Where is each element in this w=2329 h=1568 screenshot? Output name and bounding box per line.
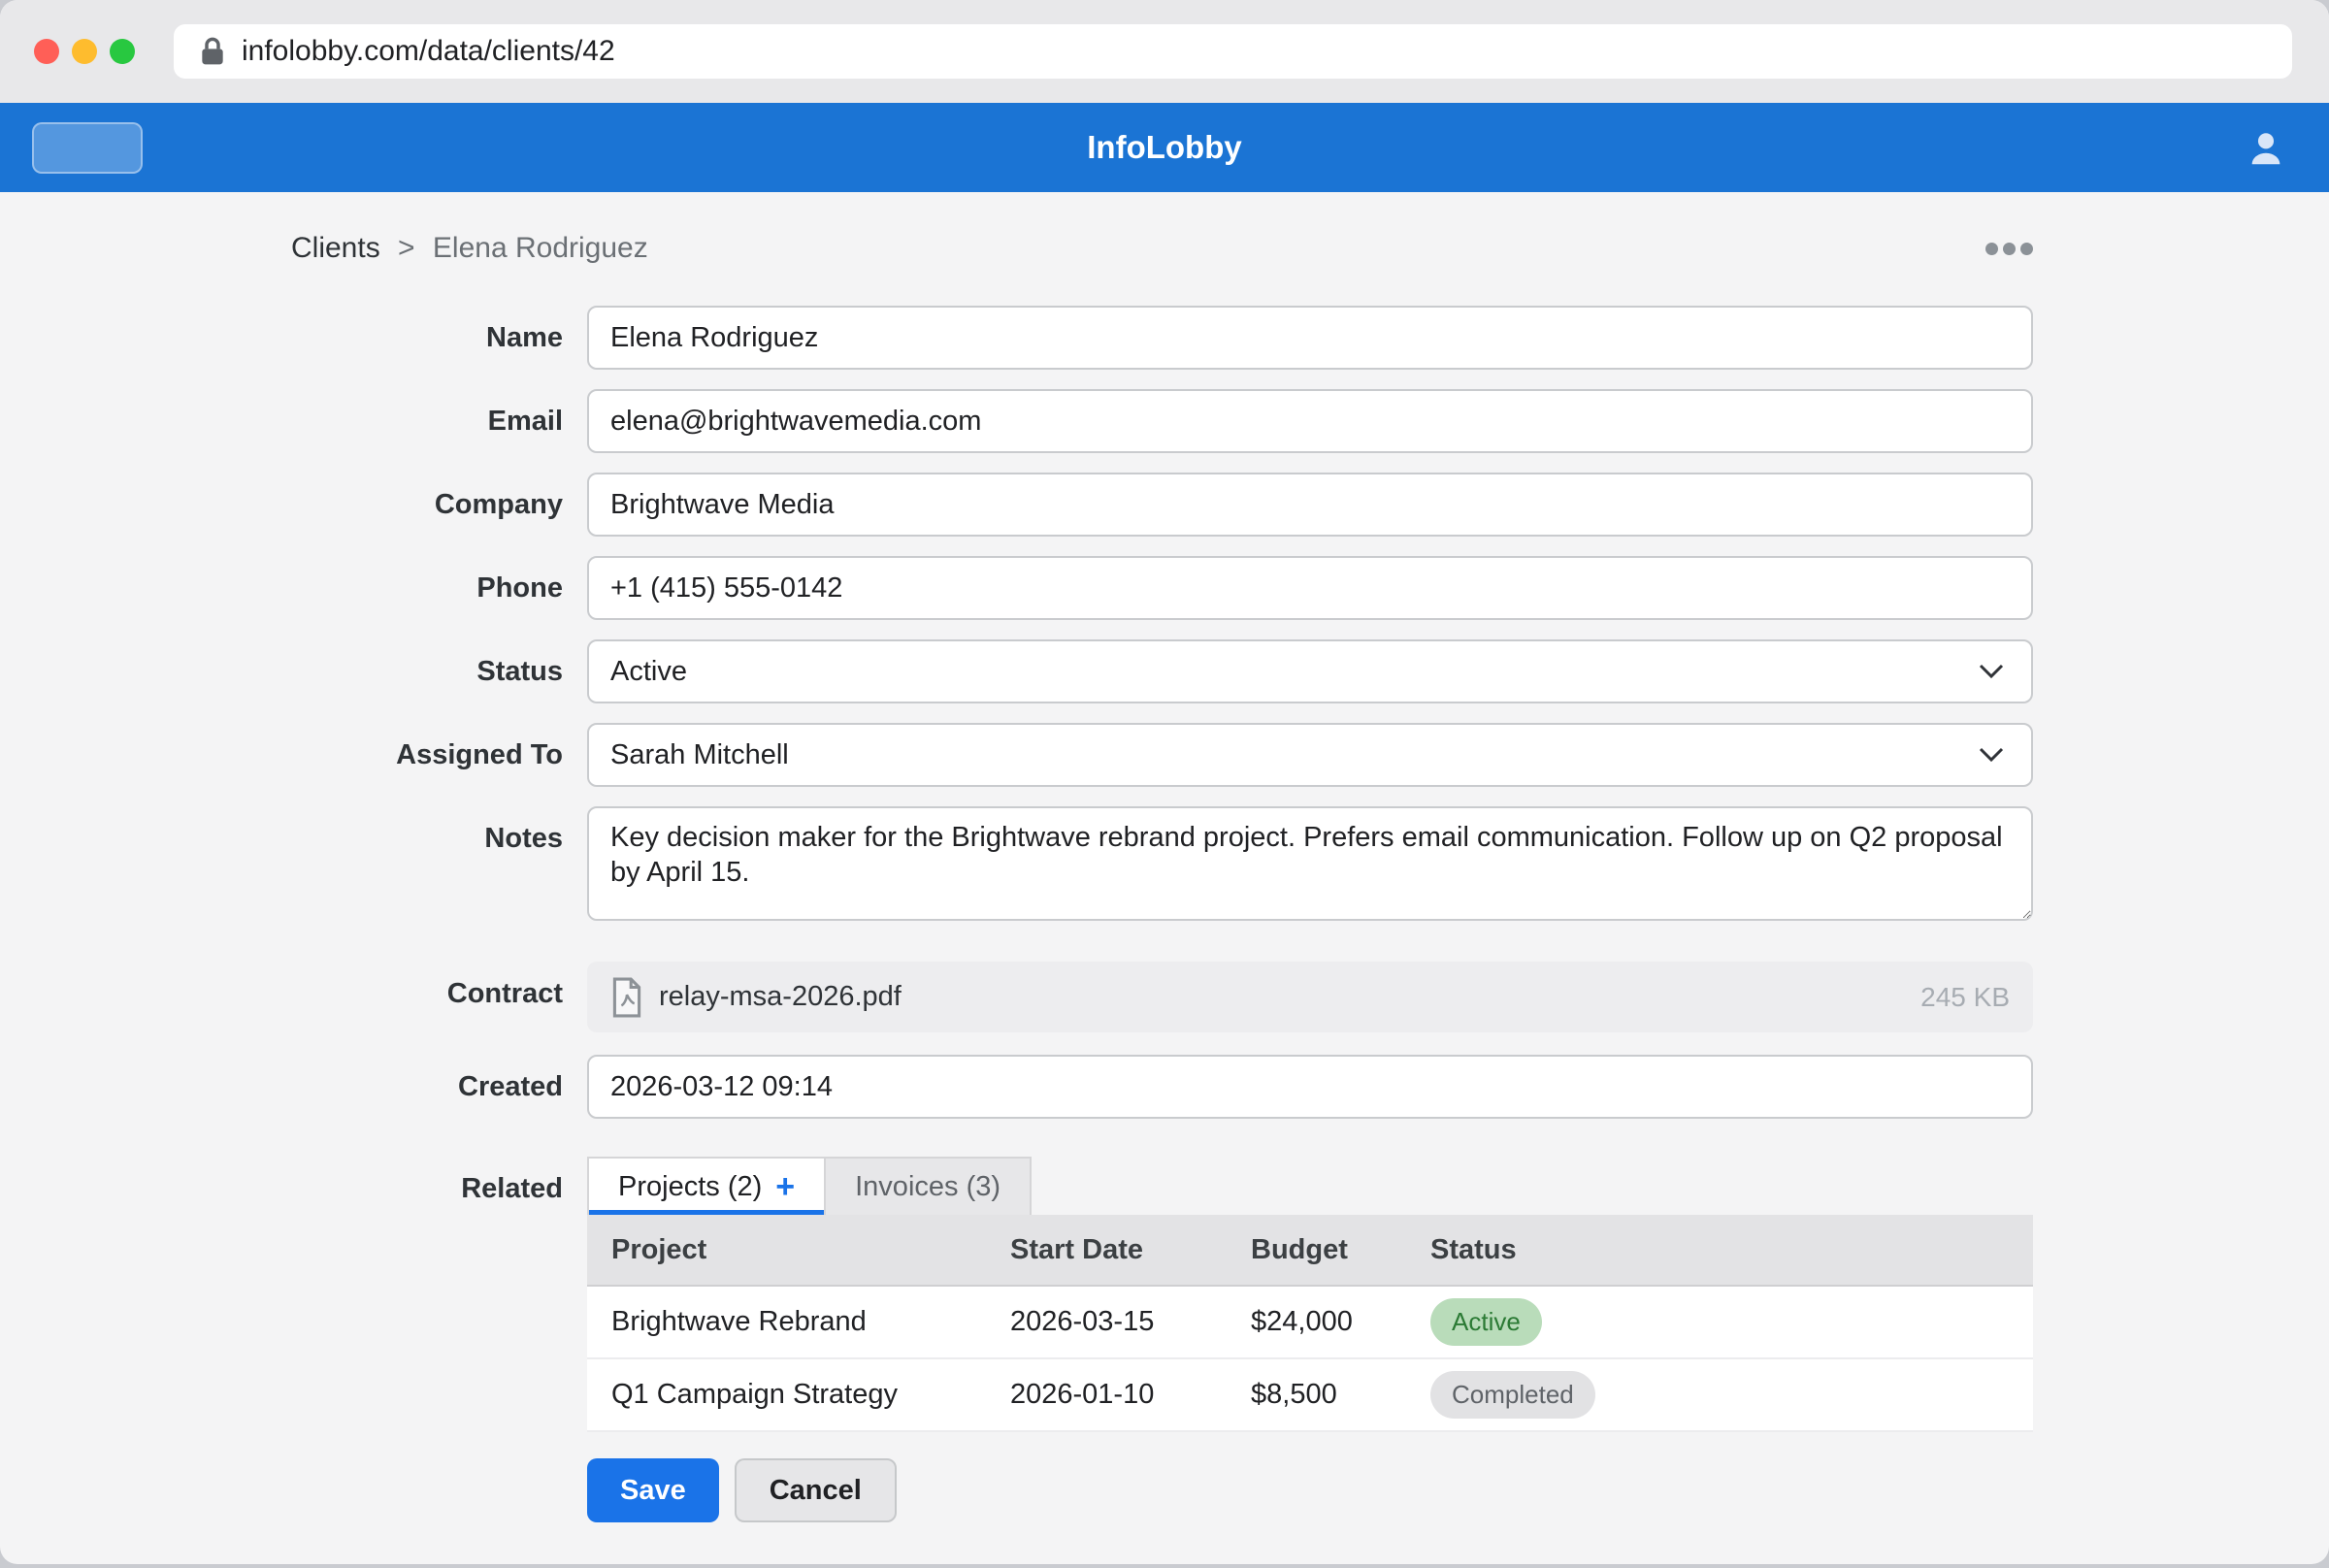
table-header-row: Project Start Date Budget Status [587,1215,2033,1287]
status-badge: Completed [1430,1371,1595,1419]
field-row-created: Created [291,1055,2033,1119]
company-field[interactable] [587,473,2033,537]
address-bar[interactable]: infolobby.com/data/clients/42 [174,24,2292,79]
email-field[interactable] [587,389,2033,453]
assigned-to-label: Assigned To [396,739,563,770]
zoom-window-button[interactable] [110,39,135,64]
add-project-button[interactable]: + [775,1167,796,1205]
nav-menu-button[interactable] [32,122,143,174]
phone-field[interactable] [587,556,2033,620]
url-text: infolobby.com/data/clients/42 [242,35,615,67]
field-row-status: Status Active [291,639,2033,703]
budget-cell: $8,500 [1250,1358,1429,1432]
created-field[interactable] [587,1055,2033,1119]
company-label: Company [434,489,563,520]
field-row-email: Email [291,389,2033,453]
browser-chrome: infolobby.com/data/clients/42 [0,0,2329,103]
minimize-window-button[interactable] [72,39,97,64]
main-content: Clients > Elena Rodriguez Name Email Com… [0,192,2329,1522]
assigned-to-select[interactable]: Sarah Mitchell [587,723,2033,787]
field-row-contract: Contract relay-msa-2026.pdf 245 KB [291,962,2033,1032]
field-row-notes: Notes Key decision maker for the Brightw… [291,806,2033,926]
chevron-down-icon [1979,664,2004,679]
chevron-down-icon [1979,747,2004,763]
form-actions: Save Cancel [587,1458,2033,1522]
project-name-cell: Q1 Campaign Strategy [587,1358,1009,1432]
assigned-to-select-value: Sarah Mitchell [610,738,789,770]
tab-projects[interactable]: Projects (2) + [587,1157,827,1215]
column-header-start-date: Start Date [1009,1215,1250,1287]
email-label: Email [487,406,563,437]
contract-filesize: 245 KB [1920,981,2010,1012]
field-row-related: Related Projects (2) + Invoices (3) [291,1157,2033,1522]
status-select-value: Active [610,655,687,687]
created-label: Created [458,1071,563,1102]
column-header-project: Project [587,1215,1009,1287]
name-label: Name [486,322,563,353]
field-row-company: Company [291,473,2033,537]
field-row-name: Name [291,306,2033,370]
breadcrumb-separator: > [398,232,415,264]
column-header-status: Status [1429,1215,2033,1287]
app-title: InfoLobby [1087,129,1242,165]
user-icon[interactable] [2244,126,2288,176]
status-label: Status [476,656,563,687]
breadcrumb: Clients > Elena Rodriguez [291,232,648,265]
start-date-cell: 2026-01-10 [1009,1358,1250,1432]
close-window-button[interactable] [34,39,59,64]
breadcrumb-current: Elena Rodriguez [432,232,648,264]
breadcrumb-section[interactable]: Clients [291,232,380,264]
status-cell: Completed [1429,1358,2033,1432]
budget-cell: $24,000 [1250,1286,1429,1359]
contract-file-attachment[interactable]: relay-msa-2026.pdf 245 KB [587,962,2033,1032]
tab-invoices[interactable]: Invoices (3) [826,1157,1033,1215]
related-tabs: Projects (2) + Invoices (3) [587,1157,2033,1215]
lock-icon [199,36,226,67]
contract-label: Contract [446,978,563,1009]
cancel-button[interactable]: Cancel [734,1458,897,1522]
status-select[interactable]: Active [587,639,2033,703]
contract-filename: relay-msa-2026.pdf [659,981,902,1012]
tab-projects-label: Projects (2) [618,1170,763,1202]
field-row-assigned-to: Assigned To Sarah Mitchell [291,723,2033,787]
projects-table: Project Start Date Budget Status Brightw… [587,1215,2033,1432]
project-name-cell: Brightwave Rebrand [587,1286,1009,1359]
table-row[interactable]: Brightwave Rebrand 2026-03-15 $24,000 Ac… [587,1286,2033,1359]
window-controls [34,39,135,64]
related-label: Related [461,1173,563,1204]
breadcrumb-row: Clients > Elena Rodriguez [291,231,2033,266]
notes-label: Notes [484,823,563,854]
table-row[interactable]: Q1 Campaign Strategy 2026-01-10 $8,500 C… [587,1358,2033,1432]
status-cell: Active [1429,1286,2033,1359]
tab-invoices-label: Invoices (3) [855,1170,1001,1202]
ellipsis-menu-icon[interactable] [1985,237,2033,261]
client-form: Name Email Company Phone Status Active [291,306,2033,1522]
pdf-file-icon [610,977,643,1018]
name-field[interactable] [587,306,2033,370]
field-row-phone: Phone [291,556,2033,620]
save-button[interactable]: Save [587,1458,719,1522]
app-header: InfoLobby [0,103,2329,192]
notes-field[interactable]: Key decision maker for the Brightwave re… [587,806,2033,921]
start-date-cell: 2026-03-15 [1009,1286,1250,1359]
status-badge: Active [1430,1298,1542,1346]
column-header-budget: Budget [1250,1215,1429,1287]
phone-label: Phone [476,572,563,604]
